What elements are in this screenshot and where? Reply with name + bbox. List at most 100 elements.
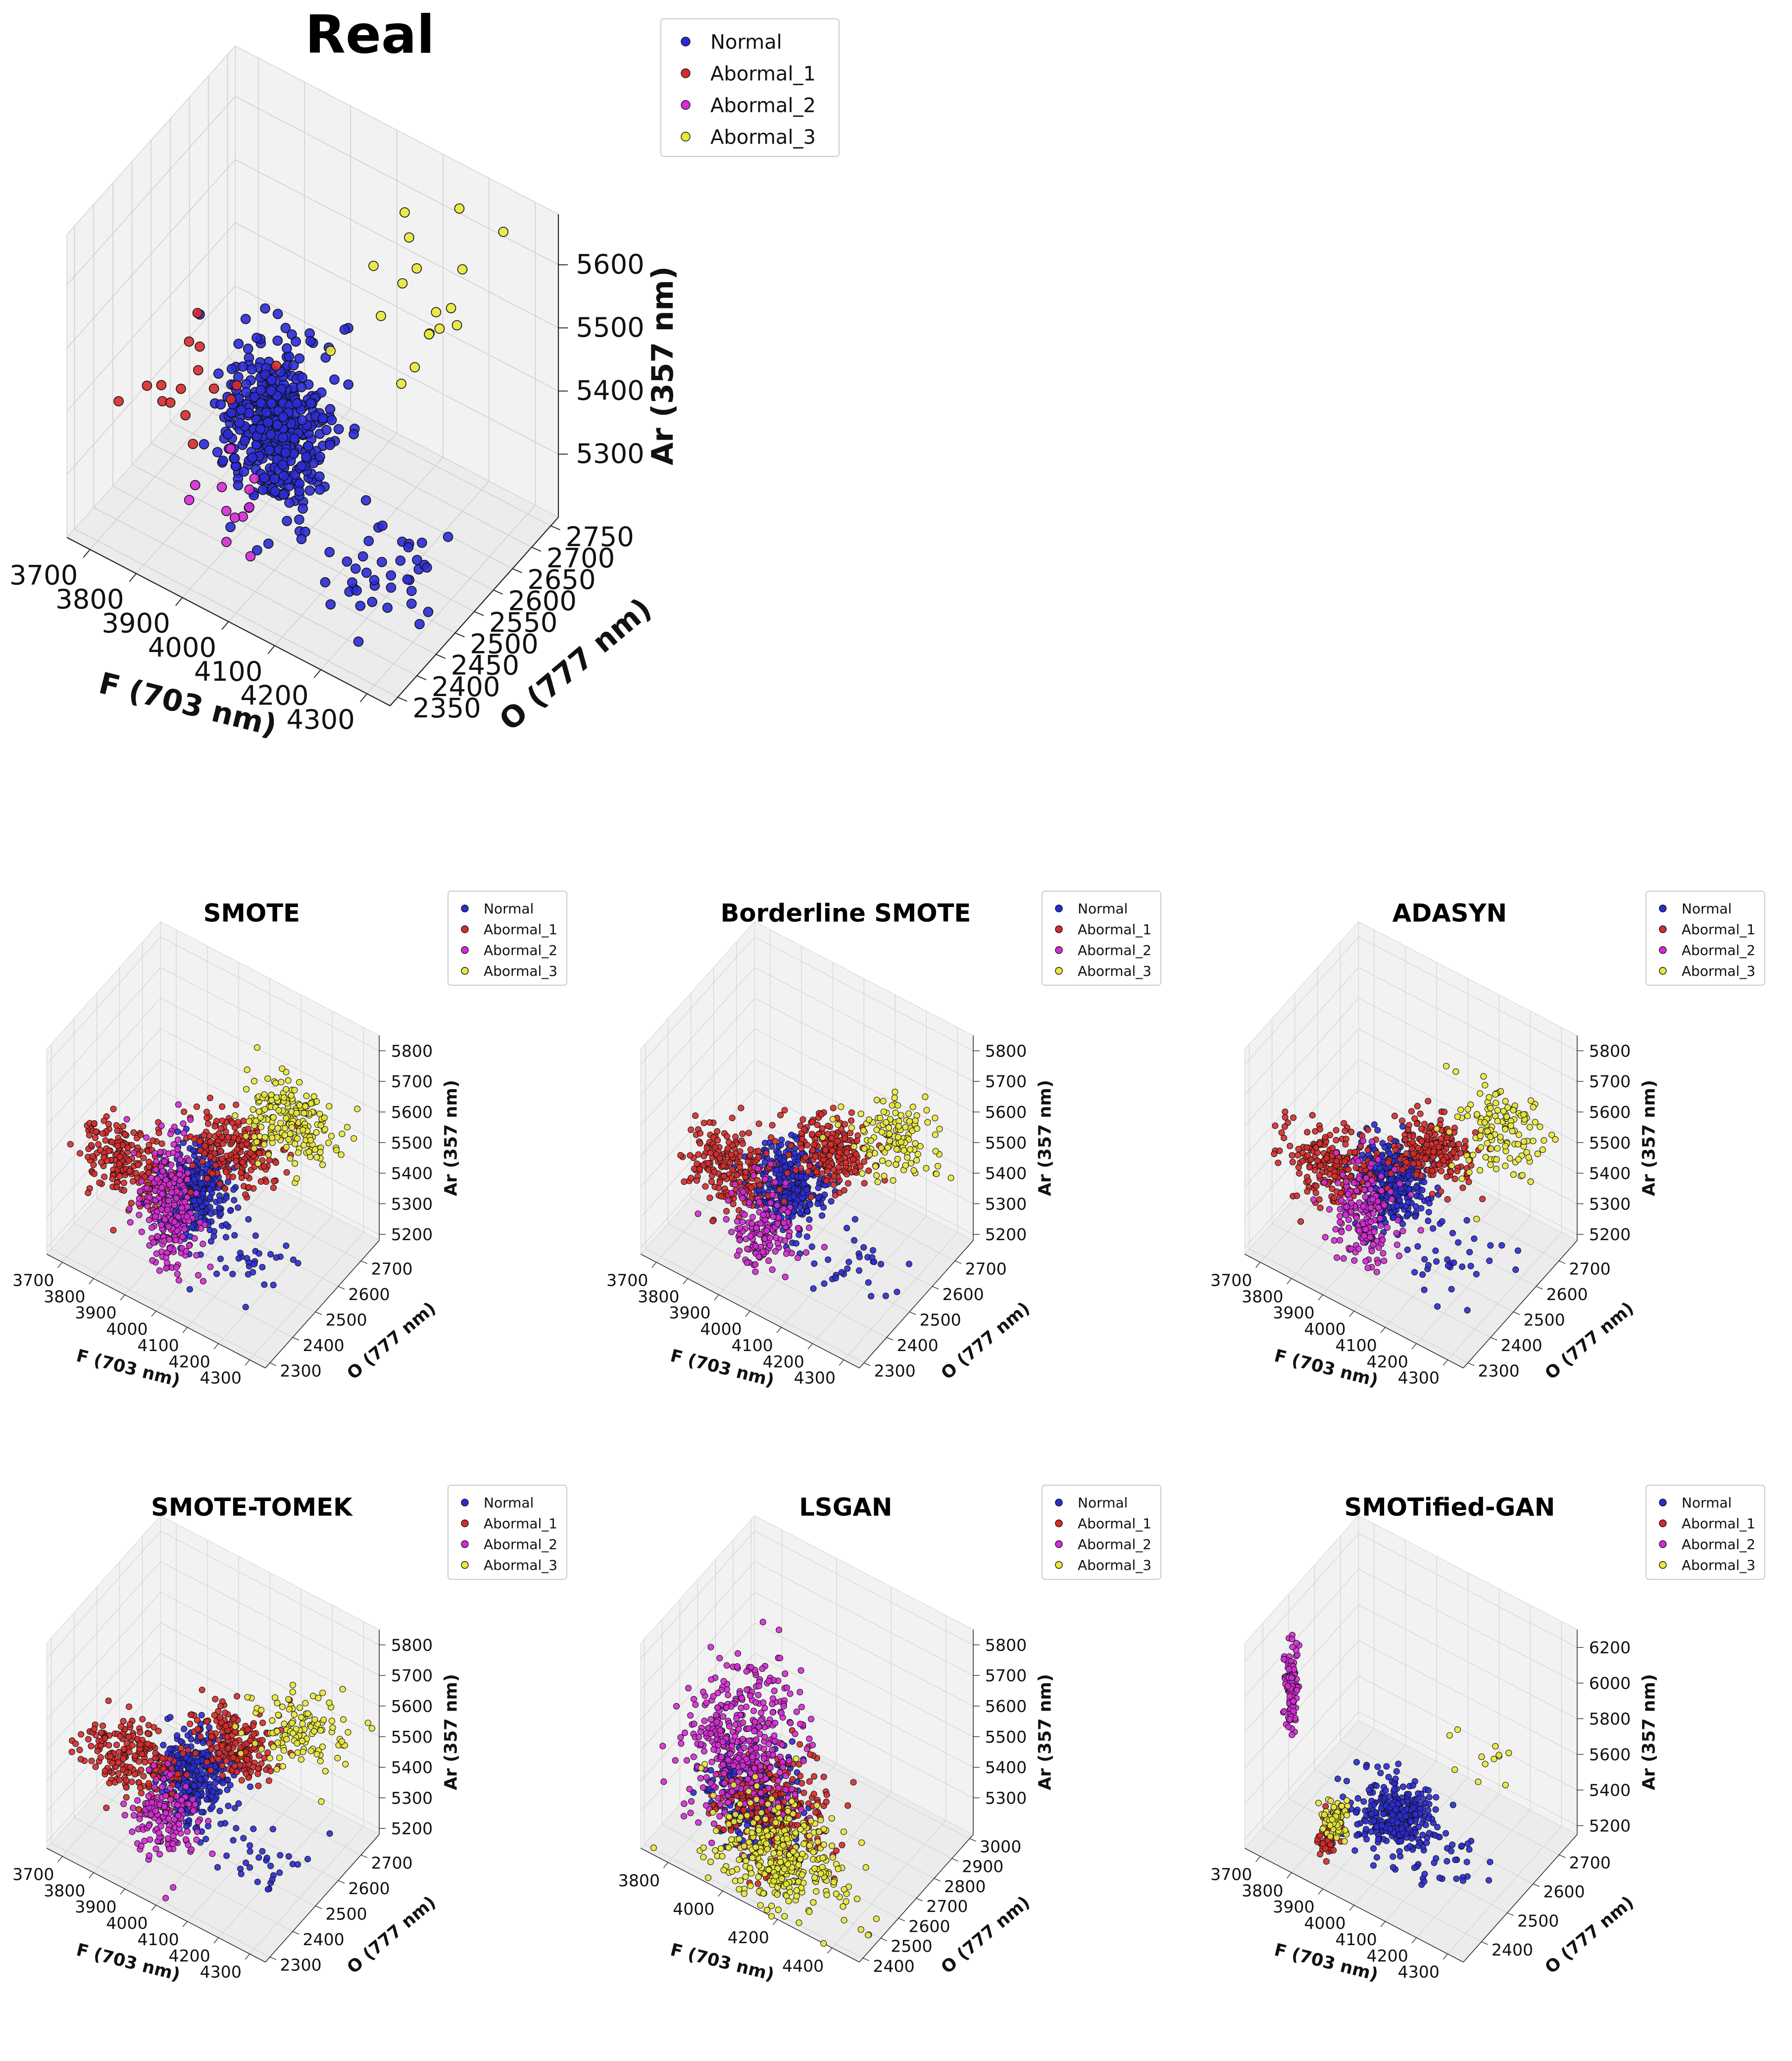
point (315, 452, 325, 462)
point (406, 586, 417, 596)
point (85, 1736, 92, 1743)
y-tick-label: 2500 (325, 1904, 367, 1923)
point (216, 1808, 223, 1814)
point (219, 1780, 226, 1787)
point (233, 339, 244, 349)
point (1463, 1217, 1470, 1224)
point (1282, 1108, 1289, 1115)
point (177, 1165, 184, 1172)
point (1317, 1205, 1324, 1211)
point (443, 532, 453, 542)
point (738, 1105, 745, 1111)
z-tick-label: 5200 (1589, 1225, 1631, 1244)
point (1530, 1138, 1537, 1145)
point (355, 601, 366, 611)
point (183, 1771, 190, 1778)
point (744, 1246, 751, 1253)
point (1477, 1132, 1484, 1139)
point (178, 1245, 185, 1252)
point (457, 264, 468, 275)
point (235, 1204, 242, 1211)
z-axis-label: Ar (357 nm) (1639, 1080, 1659, 1196)
point (142, 1759, 149, 1765)
point (818, 1111, 825, 1118)
point (844, 1171, 850, 1178)
point (243, 1140, 250, 1147)
point (1367, 1170, 1374, 1177)
point (127, 1219, 134, 1226)
point (1287, 1143, 1294, 1150)
point (881, 1149, 888, 1156)
legend-marker (461, 925, 469, 933)
point (326, 1830, 333, 1837)
point (1316, 1196, 1323, 1203)
point (121, 1811, 128, 1818)
point (1355, 1245, 1362, 1253)
point (1448, 1162, 1455, 1169)
point (736, 1237, 743, 1244)
point (1363, 1174, 1370, 1181)
point (68, 1749, 75, 1756)
point (1304, 1188, 1311, 1195)
point (892, 1109, 899, 1116)
point (1364, 1264, 1371, 1271)
point (176, 1760, 183, 1767)
point (892, 1089, 898, 1096)
point (769, 1122, 776, 1129)
point (1362, 1258, 1369, 1265)
point (859, 1170, 866, 1177)
point (814, 1121, 821, 1128)
point (1338, 1190, 1344, 1197)
point (191, 1235, 198, 1242)
point (145, 1722, 152, 1729)
point (329, 374, 340, 385)
point (187, 1711, 195, 1718)
point (1336, 1237, 1344, 1244)
y-tick-label: 2600 (348, 1285, 390, 1304)
point (886, 1130, 893, 1137)
point (134, 1797, 141, 1804)
point (1408, 1108, 1415, 1115)
point (838, 1126, 845, 1133)
point (269, 473, 280, 484)
point (1510, 1171, 1517, 1178)
point (231, 1232, 238, 1239)
point (1494, 1145, 1501, 1152)
point (932, 1148, 939, 1155)
point (221, 1709, 229, 1716)
point (169, 1840, 176, 1847)
point (203, 1718, 210, 1725)
point (1493, 1165, 1500, 1172)
series-abormal_3 (1433, 1062, 1559, 1222)
point (250, 1825, 257, 1832)
x-tick-label: 3900 (669, 1303, 710, 1322)
point (314, 471, 325, 482)
point (114, 1127, 121, 1134)
point (1381, 1144, 1388, 1151)
point (325, 346, 336, 356)
points (67, 1044, 361, 1310)
point (237, 1250, 244, 1257)
point (267, 1862, 274, 1869)
point (422, 562, 432, 573)
point (1333, 1127, 1340, 1134)
point (697, 1140, 703, 1147)
point (1364, 1126, 1371, 1133)
point (1432, 1131, 1439, 1138)
point (317, 1727, 324, 1734)
point (132, 1752, 139, 1759)
point (1317, 1162, 1324, 1169)
point (729, 1166, 736, 1173)
z-tick-label: 5500 (391, 1133, 433, 1153)
point (108, 1139, 115, 1146)
point (687, 1152, 694, 1159)
point (126, 1205, 133, 1212)
point (135, 1758, 142, 1765)
point (1451, 1175, 1458, 1182)
point (265, 1777, 272, 1784)
point (97, 1147, 104, 1154)
point (223, 1758, 230, 1764)
point (76, 1747, 83, 1754)
point (339, 1130, 346, 1137)
point (207, 1153, 214, 1160)
